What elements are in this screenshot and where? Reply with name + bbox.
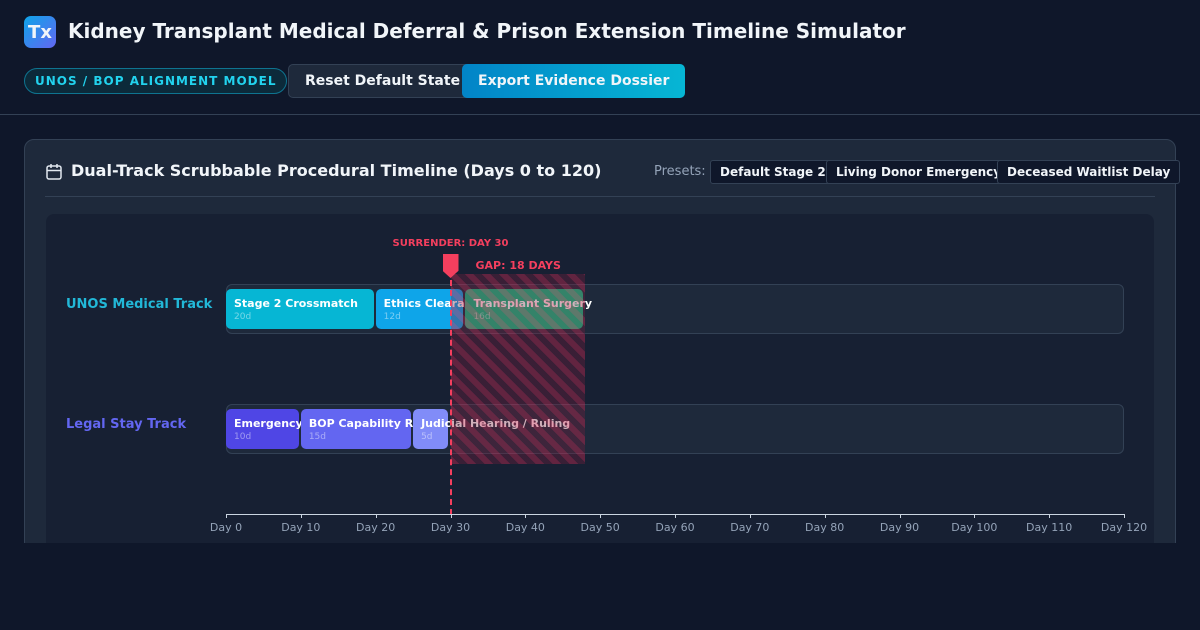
segment: Ethics Cleara 12d [375,289,465,329]
axis-tick [226,514,227,518]
app-title: Kidney Transplant Medical Deferral & Pri… [68,19,906,43]
axis-tick [675,514,676,518]
divider [45,196,1155,197]
segment-days: 20d [234,312,252,322]
axis-tick-label: Day 30 [430,521,471,534]
segment-name: Ethics Cleara [383,297,465,310]
axis-tick-label: Day 50 [580,521,620,534]
segment-name: BOP Capability R [308,417,414,430]
gap-hatch [450,274,586,464]
surrender-marker[interactable] [442,254,459,278]
axis-tick-label: Day 110 [1026,521,1073,534]
axis-tick [899,514,901,518]
segment: Transplant Surgery 16d [465,289,592,329]
axis-tick [300,514,302,518]
segment-name: Emergency [234,417,303,430]
model-badge: UNOS / BOP ALIGNMENT MODEL [24,68,288,94]
viewport: Tx Kidney Transplant Medical Deferral & … [0,16,1200,543]
track-label: UNOS Medical Track [66,297,213,312]
segment-name: Stage 2 Crossmatch [234,297,358,310]
segment: BOP Capability R 15d [300,409,414,449]
timeline [46,214,1154,543]
axis-tick [824,514,826,518]
axis-tick-label: Day 90 [879,521,920,534]
axis-tick [749,514,751,518]
preset-button[interactable]: Default Stage 2 [710,160,836,184]
surrender-label: SURRENDER: DAY 30 [392,238,509,249]
divider [0,114,1200,115]
export-button[interactable]: Export Evidence Dossier [462,64,686,98]
axis-tick-label: Day 60 [655,521,695,534]
presets-label: Presets: [654,164,706,179]
axis-tick [974,514,976,518]
track-label: Legal Stay Track [66,417,187,432]
axis-tick-label: Day 40 [505,521,545,534]
panel-title: Dual-Track Scrubbable Procedural Timelin… [71,161,602,180]
axis-tick [1124,514,1125,518]
segment-days: 15d [308,432,326,442]
axis-tick-label: Day 10 [281,521,321,534]
axis-tick-label: Day 0 [209,521,243,534]
segment-days: 5d [421,432,433,442]
axis-tick-label: Day 100 [951,521,998,534]
preset-button[interactable]: Deceased Waitlist Delay [997,160,1181,184]
surrender-line [449,270,452,515]
segment-days: 16d [473,312,583,322]
preset-button[interactable]: Living Donor Emergency [826,160,1012,184]
axis-tick-label: Day 70 [730,521,770,534]
axis-tick [450,514,452,518]
segment: Emergency 10d [226,409,303,449]
reset-button[interactable]: Reset Default State [288,64,478,98]
axis-tick [600,514,602,518]
axis-tick [375,514,377,518]
axis-tick-label: Day 120 [1100,521,1148,534]
segment: Stage 2 Crossmatch 20d [226,289,374,329]
axis-tick-label: Day 20 [356,521,396,534]
segment-name: Transplant Surgery [473,297,592,310]
gap-label: GAP: 18 DAYS [475,259,561,272]
axis-tick [525,514,527,518]
segment: Judicial Hearing / Ruling 5d [413,409,570,449]
segment-days: 12d [383,312,401,322]
segment-days: 10d [234,432,252,442]
segment-name: Judicial Hearing / Ruling [421,417,570,430]
axis-tick [1049,514,1051,518]
axis-tick-label: Day 80 [805,521,845,534]
calendar-icon [46,164,62,180]
logo: Tx [24,16,56,48]
